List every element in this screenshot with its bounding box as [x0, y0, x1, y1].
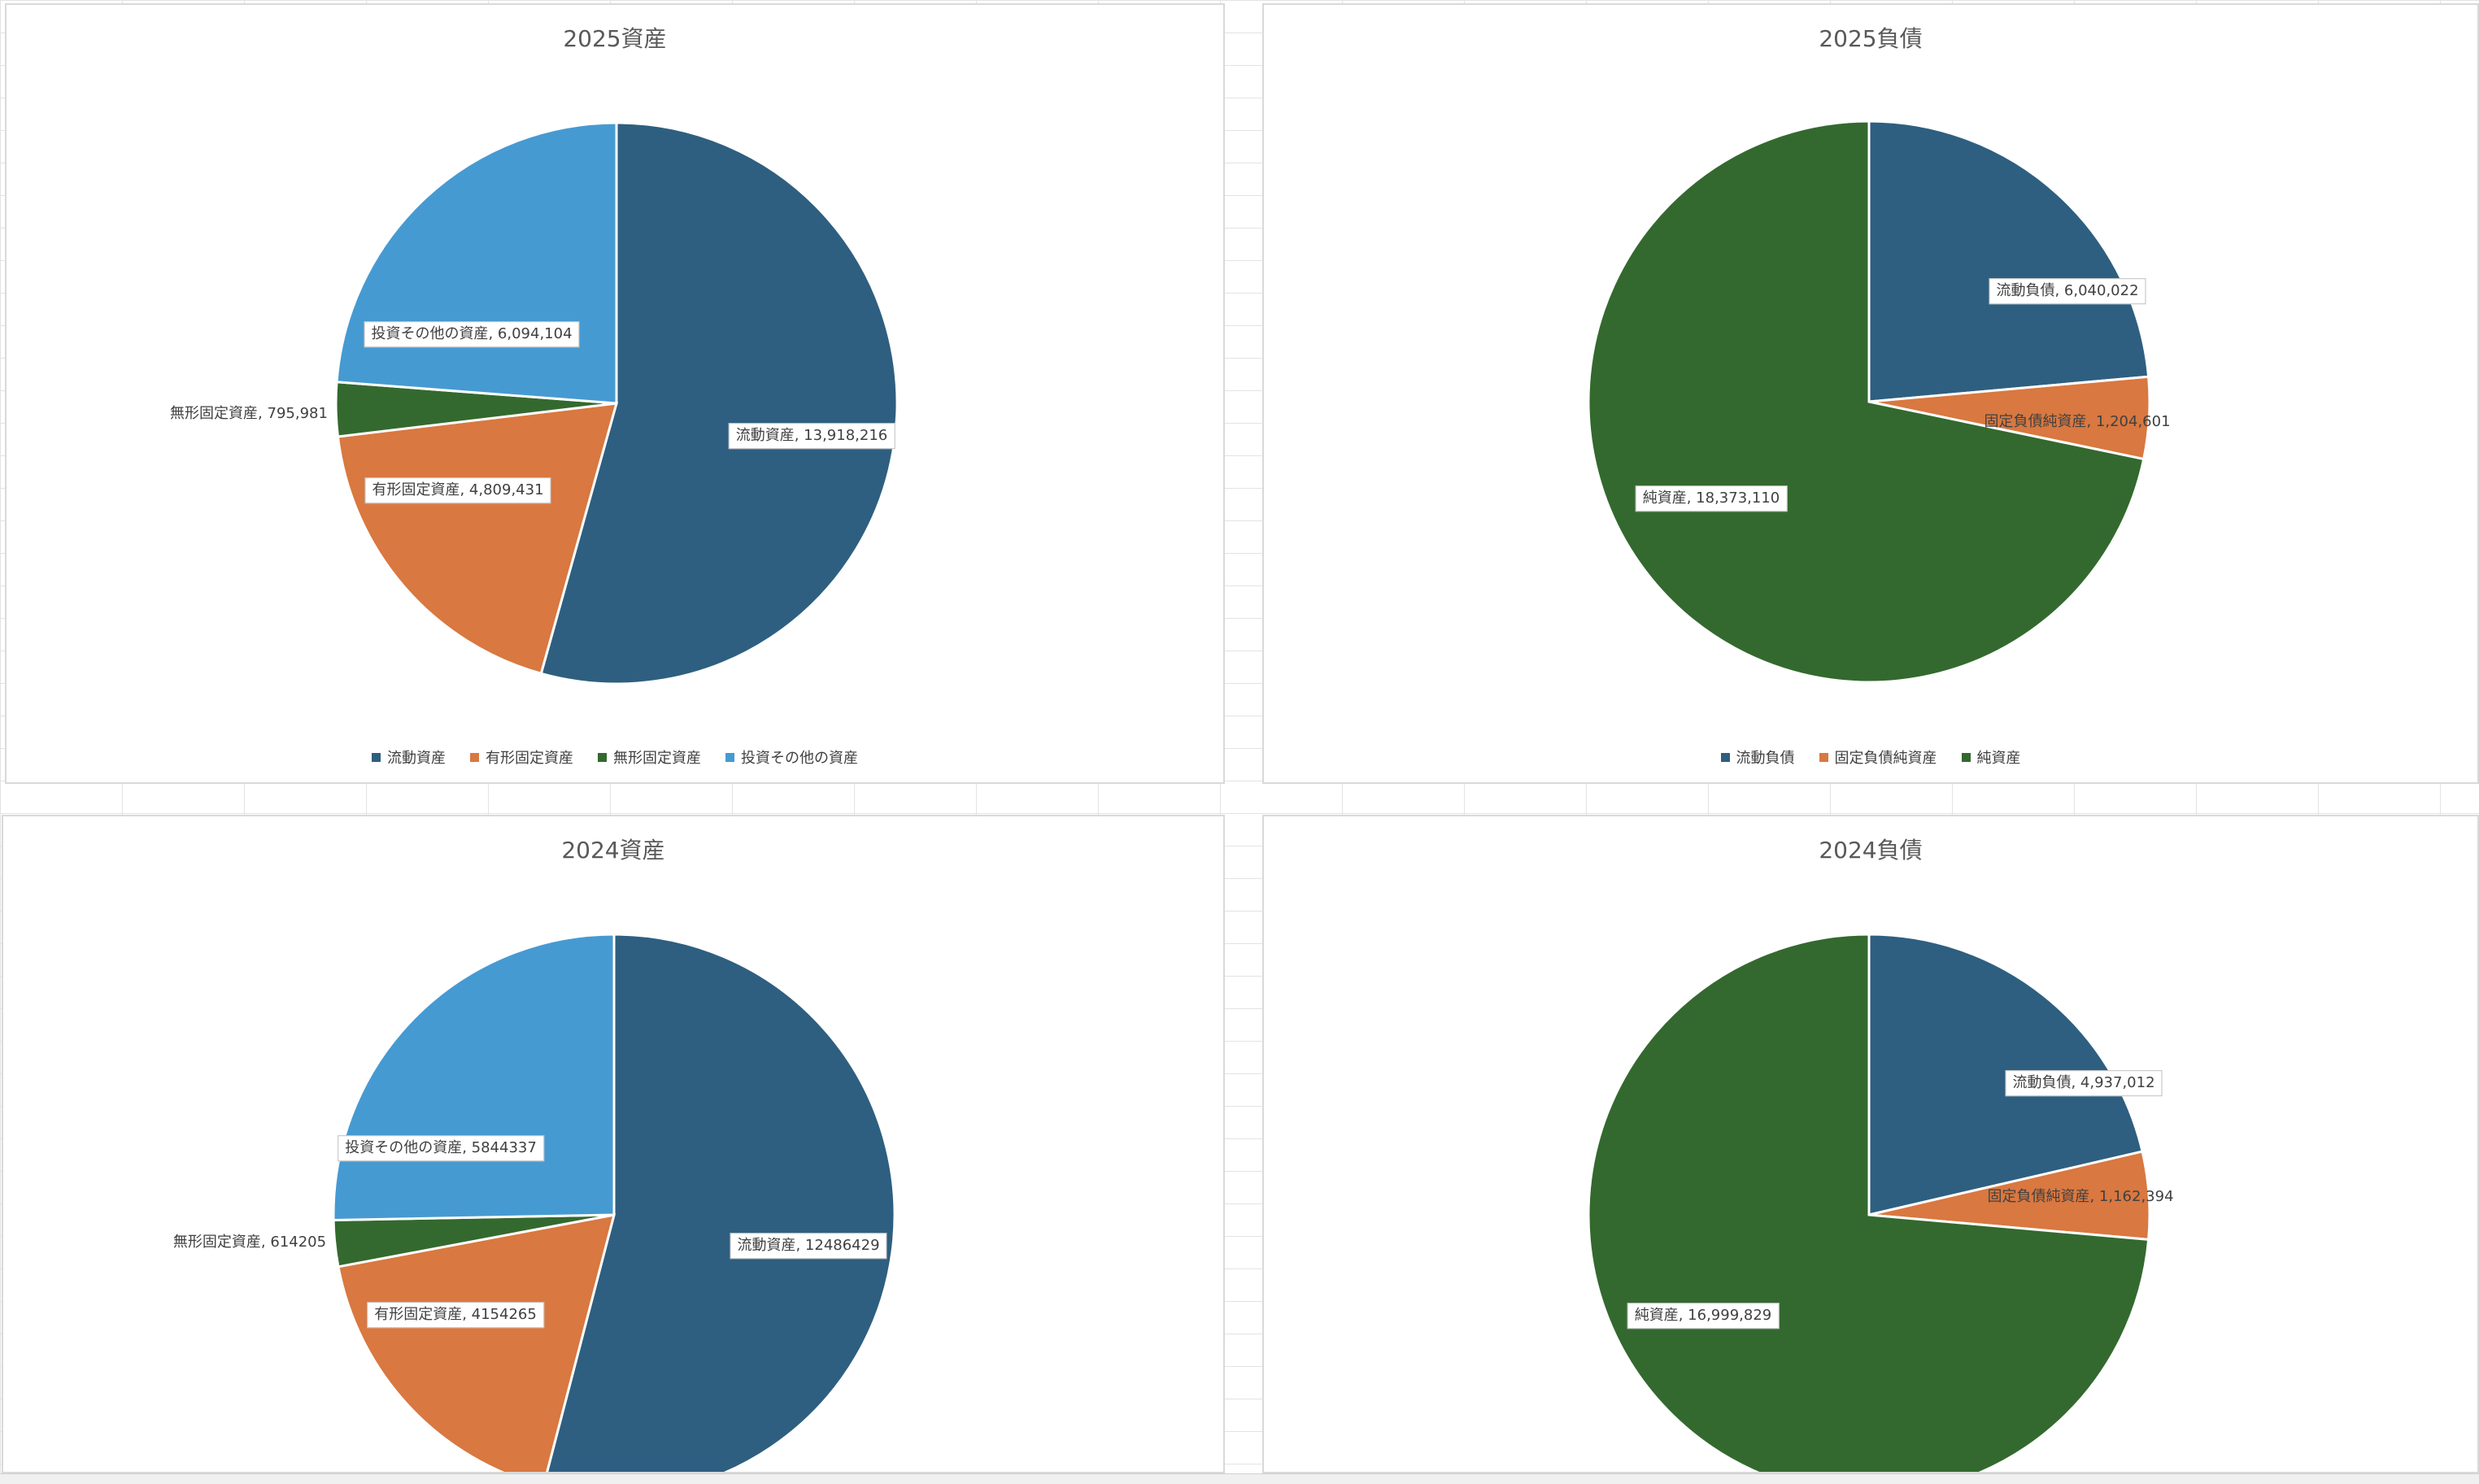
data-label-1: 流動資産, 13,918,216 [728, 423, 895, 449]
data-label-3: 純資産, 16,999,829 [1627, 1303, 1780, 1329]
chart-2024-liabilities[interactable]: 2024負債 流動負債, 4,937,012 固定負債純資産, 1,162,394… [1262, 815, 2479, 1473]
legend-item-3: 純資産 [1961, 746, 2021, 768]
legend-label: 純資産 [1976, 750, 2021, 767]
pie-slice-2[interactable] [337, 1213, 616, 1473]
pie-slice-1[interactable] [543, 933, 896, 1473]
legend-item-4: 投資その他の資産 [725, 746, 858, 768]
legend-swatch [598, 752, 607, 762]
legend-label: 有形固定資産 [486, 750, 573, 767]
legend-label: 無形固定資産 [613, 750, 701, 767]
legend-swatch [1961, 752, 1971, 762]
data-label-4: 投資その他の資産, 5844337 [338, 1135, 544, 1161]
legend-swatch [725, 752, 734, 762]
data-label-4: 投資その他の資産, 6,094,104 [364, 321, 580, 347]
legend-swatch [1720, 752, 1730, 762]
data-label-2: 有形固定資産, 4154265 [367, 1302, 544, 1328]
sheet-status-strip [0, 1473, 2479, 1484]
legend-label: 固定負債純資産 [1834, 750, 1937, 767]
legend-item-2: 固定負債純資産 [1819, 746, 1937, 768]
legend-item-2: 有形固定資産 [470, 746, 573, 768]
legend-item-1: 流動資産 [372, 746, 446, 768]
pie-slice-1[interactable] [1867, 120, 2150, 403]
data-label-3: 無形固定資産, 614205 [172, 1234, 327, 1251]
data-label-3: 純資産, 18,373,110 [1635, 485, 1788, 511]
pie-slice-4[interactable] [332, 933, 616, 1222]
pie-slice-3[interactable] [1587, 120, 2146, 684]
data-label-3: 無形固定資産, 795,981 [170, 405, 328, 423]
chart-title: 2025負債 [1819, 25, 1923, 52]
legend-item-1: 流動負債 [1720, 746, 1795, 768]
legend-swatch [470, 752, 479, 762]
legend-label: 投資その他の資産 [741, 750, 858, 767]
pie-plot [1587, 120, 2151, 684]
chart-legend: 流動資産 有形固定資産 無形固定資産 投資その他の資産 [7, 746, 1223, 768]
pie-slice-2[interactable] [336, 402, 619, 676]
chart-2024-assets[interactable]: 2024資産 流動資産, 12486429 有形固定資産, 4154265 無形固定… [2, 815, 1225, 1473]
pie-plot [334, 121, 899, 685]
legend-swatch [372, 752, 381, 762]
chart-title: 2024負債 [1819, 837, 1923, 864]
chart-2025-assets[interactable]: 2025資産 流動資産, 13,918,216 有形固定資産, 4,809,431… [5, 3, 1225, 784]
pie-plot [1587, 933, 2151, 1473]
pie-slice-3[interactable] [1587, 933, 2150, 1473]
legend-label: 流動資産 [387, 750, 446, 767]
pie-slice-4[interactable] [335, 121, 618, 405]
legend-label: 流動負債 [1736, 750, 1795, 767]
chart-title: 2025資産 [563, 25, 667, 52]
data-label-2: 有形固定資産, 4,809,431 [364, 477, 551, 503]
data-label-2: 固定負債純資産, 1,162,394 [1987, 1188, 2174, 1206]
chart-legend: 流動負債 固定負債純資産 純資産 [1264, 746, 2477, 768]
data-label-1: 流動負債, 6,040,022 [1989, 278, 2146, 304]
legend-swatch [1819, 752, 1828, 762]
data-label-1: 流動資産, 12486429 [730, 1233, 887, 1259]
chart-2025-liabilities[interactable]: 2025負債 流動負債, 6,040,022 固定負債純資産, 1,204,601… [1262, 3, 2479, 784]
pie-plot [332, 933, 896, 1473]
data-label-2: 固定負債純資産, 1,204,601 [1984, 413, 2171, 431]
legend-item-3: 無形固定資産 [598, 746, 701, 768]
chart-title: 2024資産 [561, 837, 665, 864]
data-label-1: 流動負債, 4,937,012 [2005, 1070, 2163, 1096]
